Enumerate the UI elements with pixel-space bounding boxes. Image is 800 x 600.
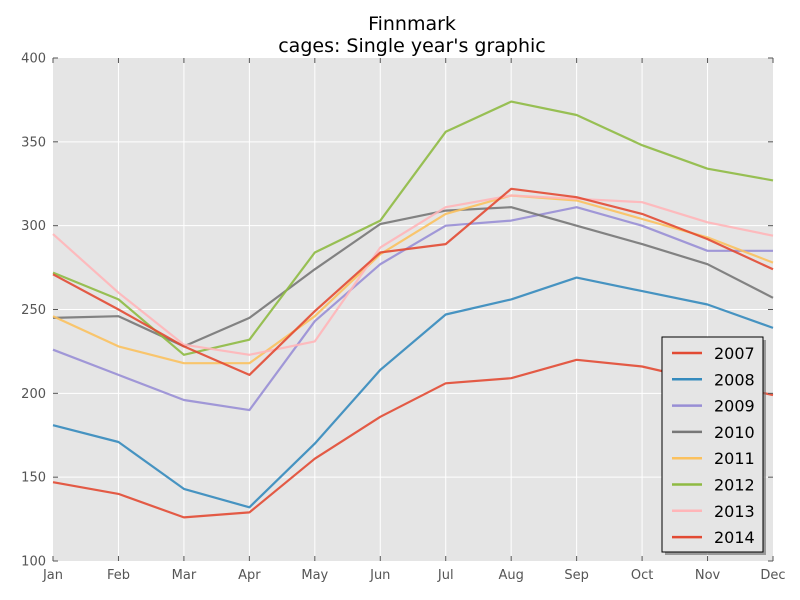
- chart-title: Finnmark: [368, 13, 456, 35]
- legend-label-2007: 2007: [714, 344, 755, 363]
- legend-label-2013: 2013: [714, 502, 755, 521]
- x-tick-label: Jul: [437, 568, 454, 583]
- legend-label-2010: 2010: [714, 423, 755, 442]
- y-tick-label: 300: [21, 219, 46, 234]
- series-line-2012: [52, 100, 774, 356]
- y-tick-label: 150: [21, 471, 46, 486]
- series-line-2013: [52, 194, 774, 356]
- y-tick-label: 250: [21, 303, 46, 318]
- legend-label-2012: 2012: [714, 476, 755, 495]
- series-line-2009: [52, 206, 773, 412]
- legend-label-2011: 2011: [714, 449, 755, 468]
- series-line-2007: [52, 358, 774, 519]
- legend-label-2014: 2014: [714, 528, 755, 547]
- legend-label-2008: 2008: [714, 370, 755, 389]
- series-line-2011: [52, 194, 774, 365]
- chart-subtitle: cages: Single year's graphic: [278, 35, 546, 57]
- legend-label-2009: 2009: [714, 397, 755, 416]
- series-line-2014: [52, 187, 774, 376]
- series-line-2008: [52, 276, 774, 509]
- y-tick-label: 400: [21, 52, 46, 67]
- x-tick-label: Aug: [498, 568, 523, 583]
- x-ticks: Jan Feb Mar Apr May Jun Jul Aug Sep Oct Nov Dec: [42, 58, 786, 583]
- x-tick-label: Mar: [172, 568, 197, 583]
- legend-box: [661, 336, 764, 553]
- x-tick-label: Apr: [238, 568, 261, 583]
- x-tick-label: Nov: [695, 568, 721, 583]
- y-tick-label: 100: [21, 555, 46, 570]
- x-tick-label: Feb: [107, 568, 130, 583]
- x-tick-label: Oct: [631, 568, 653, 583]
- series-lines: [52, 100, 774, 519]
- y-ticks: 100 150 200 250 300 350 400: [21, 52, 773, 570]
- y-tick-label: 200: [21, 387, 46, 402]
- x-tick-label: May: [301, 568, 328, 583]
- x-tick-label: Sep: [564, 568, 589, 583]
- legend: 2007 2008 2009 2010 2011 2012 2013 2014: [661, 336, 766, 555]
- x-tick-label: Dec: [760, 568, 785, 583]
- y-tick-label: 350: [21, 135, 46, 150]
- x-tick-label: Jan: [42, 568, 63, 583]
- x-tick-label: Jun: [369, 568, 390, 583]
